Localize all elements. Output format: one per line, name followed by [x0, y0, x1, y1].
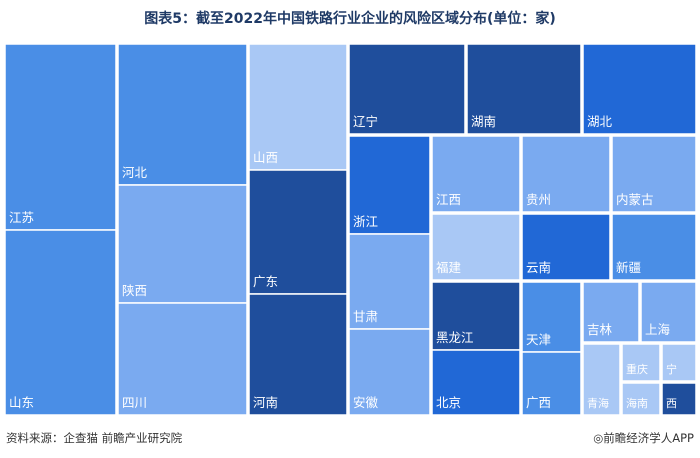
treemap-rect — [611, 213, 697, 281]
treemap-cell: 北京 — [431, 349, 521, 416]
treemap-cell: 安徽 — [348, 328, 431, 416]
treemap-rect — [431, 135, 521, 213]
region-label: 宁 — [666, 362, 677, 376]
treemap-cell: 河北 — [117, 43, 248, 186]
treemap-cell: 天津 — [521, 281, 582, 353]
region-label: 江西 — [436, 192, 461, 207]
treemap-cell: 湖南 — [466, 43, 582, 135]
treemap-rect — [521, 351, 582, 416]
treemap-cell: 广西 — [521, 351, 582, 416]
treemap-rect — [611, 135, 697, 213]
region-label: 广东 — [253, 274, 278, 289]
treemap-rect — [621, 382, 661, 416]
treemap-rect — [117, 43, 248, 186]
treemap-cell: 山西 — [248, 43, 348, 171]
treemap-rect — [117, 184, 248, 304]
treemap-cell: 甘肃 — [348, 233, 431, 330]
treemap-cell: 海南 — [621, 382, 661, 416]
region-label: 江苏 — [9, 210, 34, 225]
region-label: 福建 — [436, 260, 462, 275]
treemap-cell: 江苏 — [4, 43, 117, 231]
treemap-cell: 山东 — [4, 229, 117, 416]
treemap-rect — [521, 281, 582, 353]
region-label: 山东 — [9, 395, 34, 410]
treemap-cell: 河南 — [248, 293, 348, 416]
region-label: 贵州 — [526, 192, 551, 207]
chart-title: 图表5：截至2022年中国铁路行业企业的风险区域分布(单位：家) — [144, 11, 556, 27]
treemap-cell: 宁 — [661, 343, 697, 382]
treemap-rect — [4, 43, 117, 231]
region-label: 青海 — [587, 396, 609, 410]
region-label: 河南 — [253, 395, 278, 410]
region-label: 广西 — [526, 395, 551, 410]
treemap-cell: 浙江 — [348, 135, 431, 235]
region-label: 河北 — [122, 165, 148, 180]
treemap-rect — [582, 43, 697, 135]
treemap-cell: 内蒙古 — [611, 135, 697, 213]
region-label: 湖南 — [471, 114, 496, 129]
treemap-rect — [248, 43, 348, 171]
treemap-rect — [466, 43, 582, 135]
treemap-rect — [621, 343, 661, 382]
treemap-rect — [4, 229, 117, 416]
region-label: 吉林 — [587, 322, 613, 337]
brand-credit: ◎前瞻经济学人APP — [593, 431, 694, 445]
treemap-cell: 西 — [661, 382, 697, 416]
treemap-cell: 黑龙江 — [431, 281, 521, 351]
region-label: 云南 — [526, 260, 551, 275]
treemap-cell: 江西 — [431, 135, 521, 213]
treemap-cell: 福建 — [431, 213, 521, 281]
treemap-cell: 新疆 — [611, 213, 697, 281]
region-label: 北京 — [436, 395, 461, 410]
treemap-cell: 湖北 — [582, 43, 697, 135]
treemap-cell: 重庆 — [621, 343, 661, 382]
treemap-rect — [582, 343, 621, 416]
treemap-rect — [248, 169, 348, 295]
treemap-cell: 四川 — [117, 302, 248, 416]
treemap-rect — [348, 43, 466, 135]
region-label: 天津 — [526, 332, 551, 347]
region-label: 海南 — [626, 396, 648, 410]
source-note: 资料来源：企查猫 前瞻产业研究院 — [6, 431, 183, 445]
treemap-cell: 广东 — [248, 169, 348, 295]
treemap-cell: 吉林 — [582, 281, 640, 343]
treemap-rect — [582, 281, 640, 343]
treemap-cell: 陕西 — [117, 184, 248, 304]
treemap-rect — [521, 135, 611, 213]
treemap-rect — [640, 281, 697, 343]
region-label: 陕西 — [122, 283, 147, 298]
treemap-rect — [661, 382, 697, 416]
treemap-rect — [117, 302, 248, 416]
region-label: 黑龙江 — [436, 330, 474, 345]
region-label: 山西 — [253, 150, 278, 165]
region-label: 安徽 — [353, 395, 379, 410]
treemap-chart: 江苏山东 河北陕西四川 山西广东河南 辽宁 湖南 湖北浙江甘肃安徽 江西 贵州 内蒙古福建 云南 新… — [0, 42, 700, 417]
treemap-cell: 云南 — [521, 213, 611, 281]
treemap-rect — [348, 233, 431, 330]
region-label: 浙江 — [353, 214, 378, 229]
treemap-cell: 青海 — [582, 343, 621, 416]
treemap-cell: 上海 — [640, 281, 697, 343]
region-label: 甘肃 — [353, 309, 378, 324]
treemap-rect — [431, 213, 521, 281]
treemap-cell: 贵州 — [521, 135, 611, 213]
region-label: 上海 — [645, 322, 671, 337]
region-label: 重庆 — [626, 362, 648, 376]
region-label: 内蒙古 — [616, 192, 654, 207]
treemap-rect — [521, 213, 611, 281]
region-label: 湖北 — [587, 114, 613, 129]
region-label: 四川 — [122, 395, 147, 410]
region-label: 辽宁 — [353, 114, 378, 129]
region-label: 西 — [666, 397, 677, 410]
region-label: 新疆 — [616, 260, 641, 275]
treemap-rect — [431, 349, 521, 416]
treemap-rect — [431, 281, 521, 351]
treemap-rect — [348, 328, 431, 416]
treemap-cell: 辽宁 — [348, 43, 466, 135]
treemap-rect — [661, 343, 697, 382]
treemap-rect — [248, 293, 348, 416]
